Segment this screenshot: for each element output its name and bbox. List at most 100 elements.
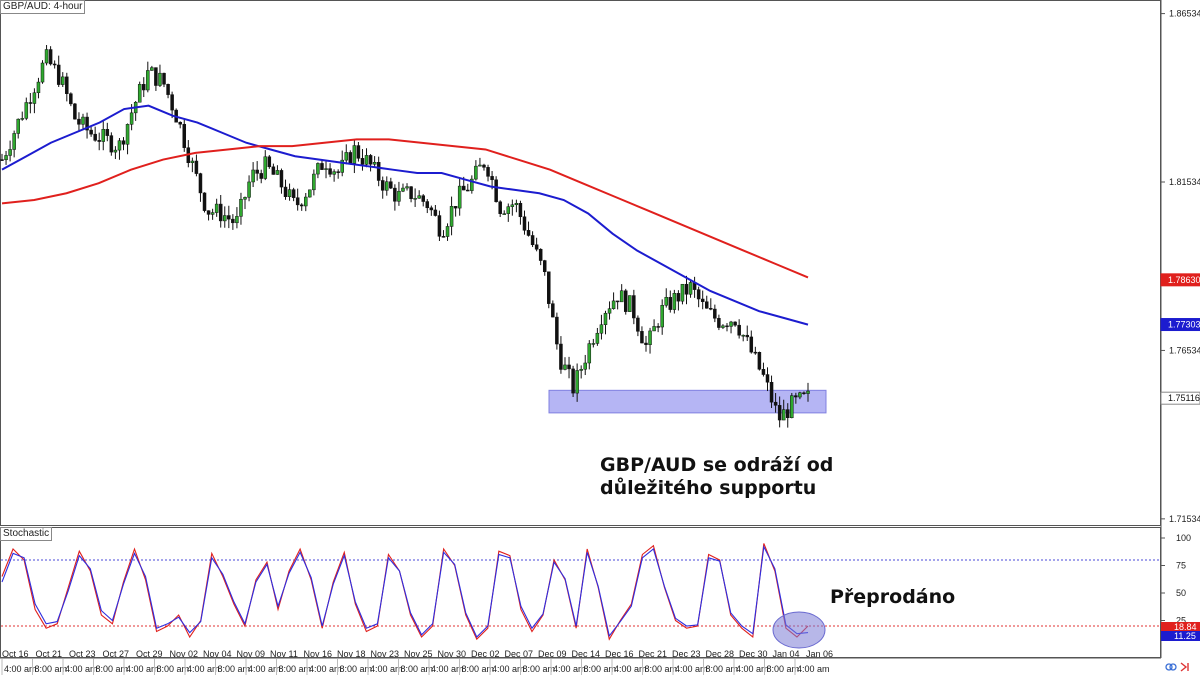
candle [202,192,207,213]
candle-body [457,185,462,209]
candle [356,141,361,162]
candle-body [510,204,515,207]
candle [656,323,660,333]
x-time-label: 4:00 am [126,664,159,674]
candle [255,161,259,181]
x-date-label: Jan 04 [773,649,800,659]
candle-body [494,179,498,203]
candle [316,162,320,179]
candle-body [170,94,174,111]
x-time-label: 4:00 am [431,664,464,674]
candle-body [194,160,199,174]
candle-body [150,67,154,71]
candle [393,184,397,211]
candle-body [575,370,579,394]
x-date-label: Nov 16 [304,649,333,659]
ma-line-1 [1,138,809,279]
candle-body [623,290,628,312]
candle-body [526,230,531,236]
candle [178,121,182,129]
candle [417,190,421,199]
candle-body [12,133,16,150]
candle-body [514,203,519,206]
candle-body [571,368,575,394]
stoch-last-value-label: 18.84 [1174,622,1197,632]
candle [89,125,93,137]
candle-body [466,189,470,192]
candle-body [214,203,219,213]
candle [773,393,778,413]
candle-body [190,160,195,163]
candle [16,118,20,139]
x-date-label: Nov 11 [270,649,298,659]
candle-body [806,390,810,394]
candle [117,138,122,160]
candle [555,312,559,350]
candle [101,119,106,151]
candle-body [259,173,263,179]
candle [696,286,701,308]
candle [69,92,73,107]
candle-body [640,331,644,344]
candle [154,67,158,91]
candle [700,290,705,310]
candle [575,363,579,402]
x-date-label: Nov 23 [371,649,400,659]
x-time-label: 4:00 am [553,664,586,674]
candle [125,123,130,155]
price-pane-frame [0,0,1161,526]
candle [761,362,766,377]
candle-body [137,84,142,103]
candle [721,324,725,330]
support-annotation-line-2: důležitého supportu [600,476,816,499]
candle [603,310,608,335]
candle-body [348,152,353,164]
candle-body [547,271,551,304]
candle-body [745,334,749,338]
candle [299,203,304,211]
support-annotation-line-1: GBP/AUD se odráží od [600,454,833,476]
candle [433,204,438,217]
candle [542,259,547,276]
candle-body [275,170,280,175]
candle-body [210,212,215,215]
candle [729,320,733,334]
candle-body [231,218,235,224]
candle [668,290,673,313]
candle-body [291,189,296,198]
candle-body [85,116,89,131]
candle-body [158,72,162,86]
candle-body [542,260,547,273]
candle [769,375,774,408]
candle [368,154,373,172]
candle [259,169,263,184]
candle [61,72,65,87]
oversold-highlight [772,611,826,649]
candle-body [648,330,652,345]
link-icon[interactable] [1165,663,1177,671]
candle [765,367,770,392]
price-tick-label: 1.71534 [1169,514,1200,524]
candle-body [785,409,790,418]
candle [65,72,69,102]
candle [275,165,280,175]
candle [506,203,511,222]
candle-body [790,395,794,418]
candle-body [393,187,397,202]
candle-body [324,168,328,170]
candle-body [255,169,259,174]
candle [628,295,632,312]
stoch-tick-label: 25 [1176,616,1186,626]
candle-body [69,93,73,105]
candle [522,210,527,235]
candle-body [4,155,8,161]
scroll-to-end-icon[interactable] [1180,662,1189,672]
candle [312,169,316,196]
candle [397,181,401,206]
candle [429,205,434,216]
x-time-label: 4:00 am [675,664,708,674]
candle-body [802,392,806,395]
candle-body [709,308,713,310]
candle [283,179,288,200]
